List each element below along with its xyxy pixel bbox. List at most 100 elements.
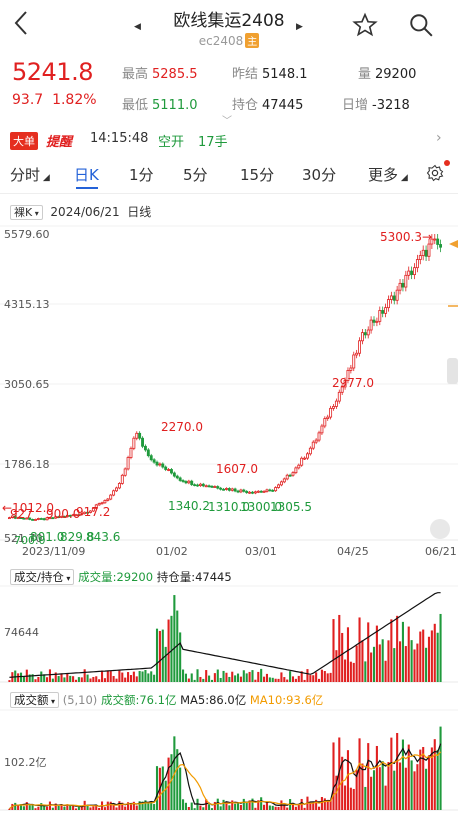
turnover-bar	[205, 799, 208, 810]
big-order-alert[interactable]: 大单 提醒 14:15:48 空开 17手 ›	[0, 128, 458, 154]
volume-stat: 量 29200	[358, 67, 417, 82]
candle-body	[74, 514, 78, 517]
turnover-bar	[344, 785, 347, 810]
candle-body	[170, 469, 173, 474]
amt-indicator-selector[interactable]: 成交额 ▾	[10, 692, 60, 708]
back-button[interactable]	[14, 10, 28, 43]
candle-body	[334, 400, 338, 407]
turnover-bar	[184, 802, 187, 810]
vol-indicator-selector[interactable]: 成交/持仓 ▾	[10, 569, 75, 585]
volume-bar	[167, 619, 170, 682]
y-tick: 5579.60	[4, 228, 50, 241]
candle-body	[259, 490, 263, 493]
candle-body	[311, 441, 315, 449]
volume-bar	[341, 632, 344, 682]
turnover-bar	[248, 800, 251, 810]
chevron-left-icon	[14, 11, 27, 35]
volume-bar	[251, 670, 254, 682]
candle-body	[83, 511, 87, 515]
volume-bar	[358, 617, 361, 682]
annotation: 700.0	[14, 534, 46, 547]
candle-body	[436, 238, 440, 245]
volume-chart[interactable]: 74644	[0, 584, 458, 684]
tab-30min[interactable]: 30分	[302, 166, 337, 184]
candle-body	[106, 498, 110, 501]
turnover-bar	[349, 787, 352, 810]
side-drawer-handle[interactable]	[447, 358, 458, 384]
volume-bar	[239, 676, 242, 682]
turnover-bar	[86, 804, 89, 810]
candle-body	[375, 320, 379, 323]
volume-bar	[98, 679, 101, 682]
candle-body	[340, 386, 344, 393]
volume-bar	[410, 640, 413, 682]
volume-bar	[274, 678, 277, 682]
volume-bar	[427, 636, 431, 682]
turnover-chart[interactable]: 102.2亿	[0, 708, 458, 812]
turnover-bar	[245, 801, 248, 810]
volume-bar	[190, 673, 193, 682]
candle-body	[210, 485, 214, 488]
volume-bar	[54, 672, 57, 682]
candle-body	[77, 514, 81, 517]
tab-more[interactable]: 更多 ◢	[368, 166, 408, 184]
bare-k-toggle[interactable]: 裸K ▾	[10, 205, 43, 220]
tab-daily-k[interactable]: 日K	[74, 166, 99, 184]
candle-body	[224, 488, 228, 490]
tab-1min[interactable]: 1分	[129, 166, 154, 184]
volume-bar	[14, 670, 17, 682]
candle-body	[164, 466, 168, 470]
x-tick: 04/25	[337, 545, 369, 558]
candle-body	[48, 517, 52, 520]
volume-bar	[28, 674, 31, 682]
turnover-bar	[179, 767, 182, 810]
chart-settings-button[interactable]	[426, 160, 450, 186]
candle-body	[245, 490, 249, 494]
chart-info-row: 裸K ▾ 2024/06/21 日线	[10, 203, 151, 220]
favorite-button[interactable]	[352, 12, 378, 38]
candle-body	[433, 238, 437, 241]
turnover-bar	[326, 800, 329, 810]
volume-bar	[100, 670, 104, 682]
turnover-bar	[95, 805, 98, 810]
candle-body	[146, 449, 150, 457]
candle-body	[198, 483, 202, 487]
candle-body	[395, 289, 399, 301]
next-contract-icon[interactable]: ▶	[296, 22, 303, 32]
turnover-bar	[390, 737, 393, 810]
candle-body	[285, 474, 289, 480]
turnover-bar	[419, 749, 422, 810]
prev-contract-icon[interactable]: ◀	[134, 22, 141, 32]
volume-bar	[46, 677, 49, 682]
candle-body	[89, 510, 92, 513]
turnover-bar	[147, 803, 150, 810]
volume-bar	[294, 678, 297, 682]
tab-15min[interactable]: 15分	[240, 166, 275, 184]
turnover-bar	[364, 786, 367, 810]
tab-timeshare[interactable]: 分时 ◢	[10, 166, 50, 184]
turnover-bar	[265, 802, 268, 810]
volume-bar	[219, 677, 222, 682]
turnover-bar	[277, 806, 280, 810]
reset-zoom-button[interactable]	[430, 519, 450, 539]
search-button[interactable]	[408, 12, 434, 38]
kline-chart[interactable]: 5579.60 4315.13 3050.65 1786.18 521.70 2…	[0, 224, 458, 562]
expand-chevron-icon[interactable]: ﹀	[222, 116, 232, 127]
candles-group	[7, 234, 442, 521]
daily-increase-stat: 日增 -3218	[342, 98, 410, 113]
volume-bar	[95, 676, 98, 682]
tab-5min[interactable]: 5分	[183, 166, 208, 184]
turnover-bar	[25, 802, 28, 810]
volume-bar	[92, 676, 95, 682]
volume-bar	[196, 669, 199, 682]
candle-body	[227, 488, 231, 491]
turnover-bar	[286, 807, 289, 810]
candle-body	[219, 487, 223, 490]
candle-body	[372, 319, 376, 323]
turnover-bar	[425, 768, 428, 810]
volume-bar	[109, 671, 112, 682]
volume-bar	[436, 632, 439, 682]
candle-body	[418, 255, 422, 260]
candle-body	[236, 490, 240, 493]
turnover-bar	[141, 801, 144, 810]
